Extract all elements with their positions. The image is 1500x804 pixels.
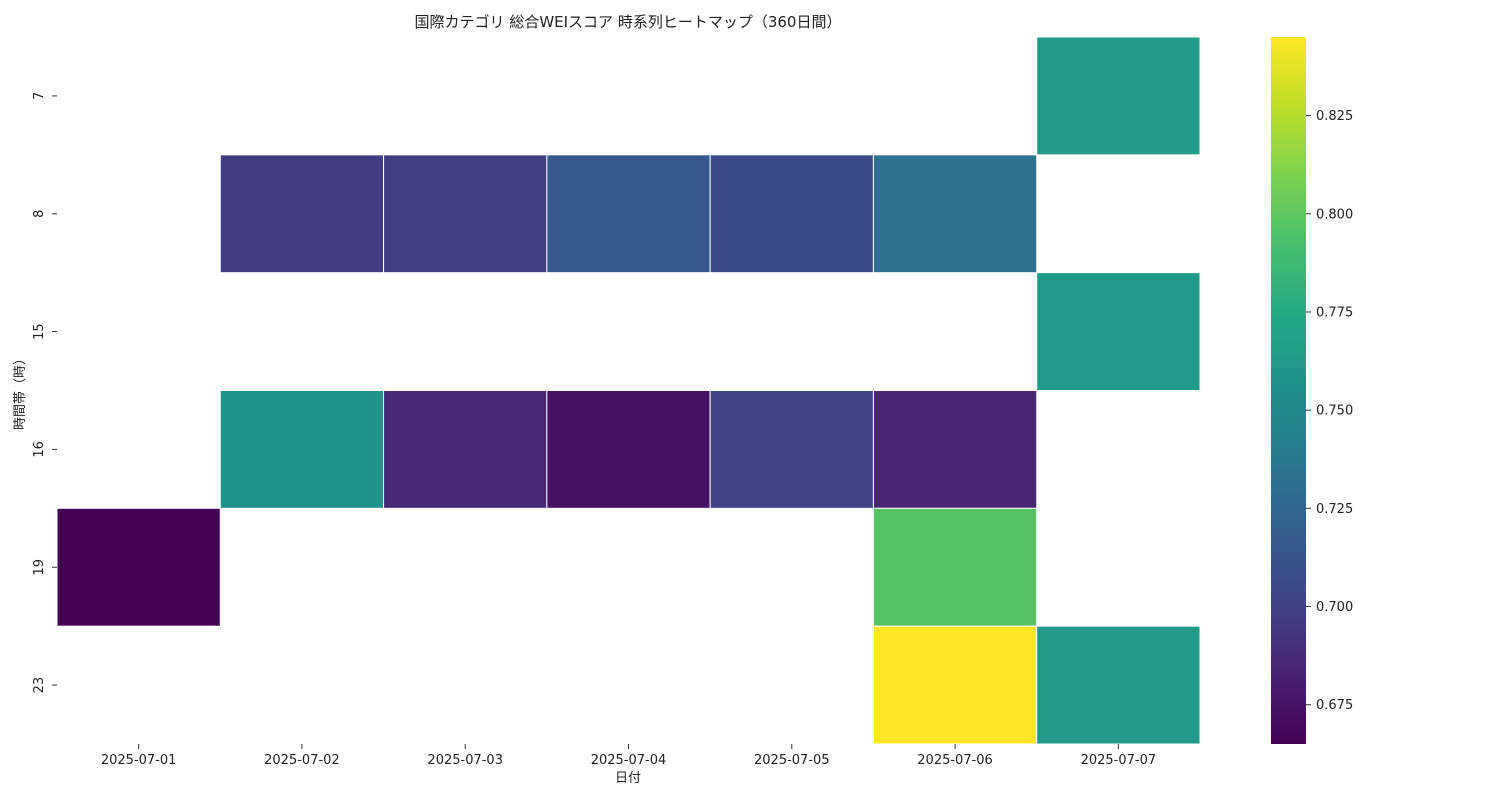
y-tick-label: 23 — [32, 677, 47, 694]
heatmap-cell-8-2025-07-03 — [383, 154, 548, 274]
colorbar-tick-label: 0.725 — [1316, 502, 1353, 517]
y-tick-label: 16 — [32, 441, 47, 458]
y-axis-label: 時間帯（時） — [13, 352, 28, 430]
heatmap-cell-16-2025-07-03 — [383, 390, 548, 509]
heatmap-cell-16-2025-07-04 — [546, 390, 711, 509]
x-axis: 2025-07-01 2025-07-02 2025-07-03 2025-07-04… — [101, 744, 1156, 768]
heatmap-cell-8-2025-07-04 — [546, 154, 711, 274]
heatmap-cell-19-2025-07-06 — [872, 507, 1038, 627]
heatmap-cell-15-2025-07-07 — [1036, 272, 1201, 391]
heatmap-cells — [56, 36, 1201, 745]
colorbar-tick-label: 0.700 — [1316, 600, 1353, 615]
colorbar-tick-label: 0.775 — [1316, 305, 1353, 320]
heatmap-cell-23-2025-07-07 — [1036, 625, 1201, 745]
x-tick-label: 2025-07-02 — [264, 753, 340, 768]
colorbar-tick-label: 0.750 — [1316, 404, 1353, 419]
x-axis-label: 日付 — [615, 771, 641, 786]
y-tick-label: 7 — [32, 92, 47, 100]
heatmap-cell-8-2025-07-06 — [872, 154, 1038, 274]
heatmap-cell-23-2025-07-06 — [872, 625, 1038, 745]
x-tick-label: 2025-07-01 — [101, 753, 177, 768]
chart-title: 国際カテゴリ 総合WEIスコア 時系列ヒートマップ（360日間） — [415, 13, 842, 31]
x-tick-label: 2025-07-06 — [917, 753, 993, 768]
x-tick-label: 2025-07-04 — [591, 753, 667, 768]
y-axis: 7 8 15 16 19 23 — [32, 92, 57, 694]
colorbar-tick-label: 0.800 — [1316, 207, 1353, 222]
colorbar-tick-label: 0.675 — [1316, 698, 1353, 713]
colorbar-gradient — [1271, 37, 1306, 744]
x-tick-label: 2025-07-07 — [1081, 753, 1157, 768]
heatmap-cell-19-2025-07-01 — [56, 507, 221, 627]
x-tick-label: 2025-07-03 — [427, 753, 503, 768]
y-tick-label: 19 — [32, 559, 47, 576]
heatmap-cell-7-2025-07-07 — [1036, 36, 1201, 156]
heatmap-cell-16-2025-07-02 — [219, 390, 385, 509]
colorbar-tick-label: 0.825 — [1316, 109, 1353, 124]
y-tick-label: 8 — [32, 210, 47, 218]
heatmap-cell-16-2025-07-06 — [872, 390, 1038, 509]
heatmap-cell-8-2025-07-05 — [709, 154, 874, 274]
y-tick-label: 15 — [32, 323, 47, 340]
x-tick-label: 2025-07-05 — [754, 753, 830, 768]
heatmap-cell-16-2025-07-05 — [709, 390, 874, 509]
heatmap-cell-8-2025-07-02 — [219, 154, 385, 274]
colorbar: 0.675 0.700 0.725 0.750 0.775 0.800 0.825 — [1271, 37, 1353, 744]
